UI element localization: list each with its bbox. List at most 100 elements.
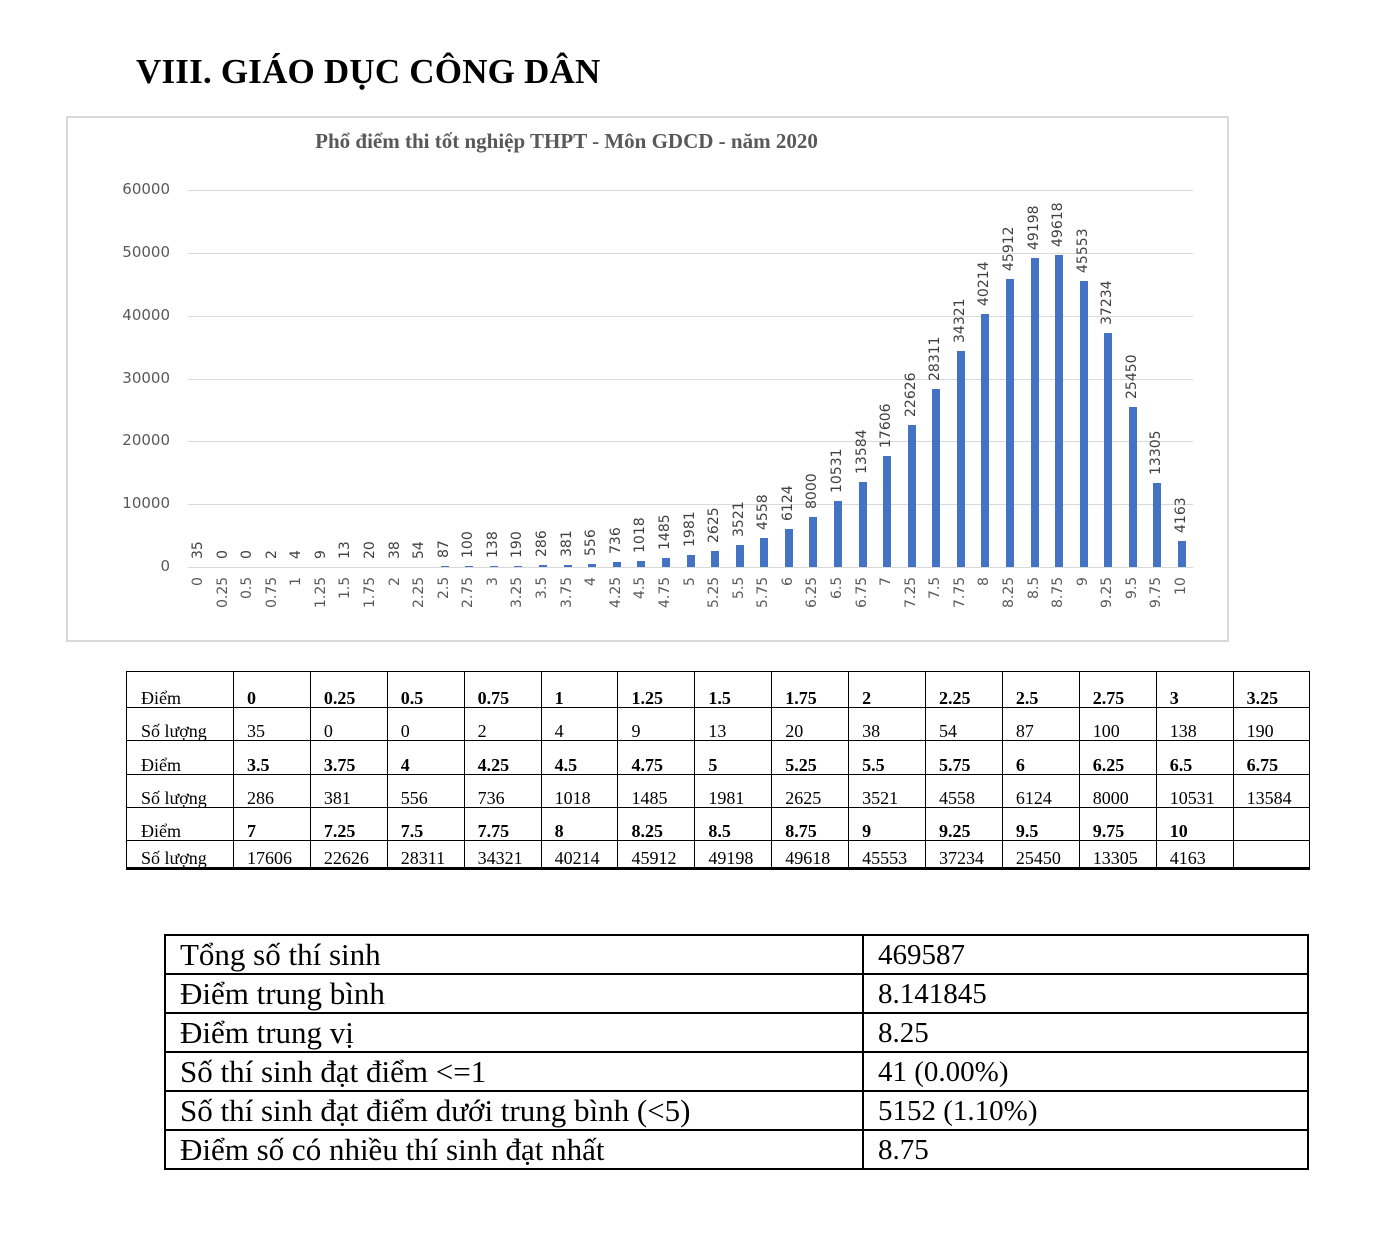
x-axis-tick-label: 1.75: [362, 576, 379, 608]
data-label: 4: [288, 550, 305, 559]
score-cell: 0.5: [386, 671, 465, 708]
x-axis-tick-label: 9.75: [1148, 576, 1165, 608]
score-cell: 9.75: [1078, 807, 1157, 841]
data-label: 736: [607, 527, 624, 555]
bar: [1055, 255, 1064, 567]
data-label: 381: [558, 529, 575, 557]
x-axis-tick-label: 1.5: [337, 576, 354, 599]
data-label: 45553: [1074, 228, 1091, 273]
count-cell: 6124: [1001, 774, 1080, 808]
score-cell: 1.25: [617, 671, 696, 708]
bar: [956, 351, 965, 567]
data-label: 20: [362, 541, 379, 559]
y-axis-tick-label: 20000: [122, 431, 170, 450]
bar: [858, 481, 867, 567]
summary-label: Điểm số có nhiều thí sinh đạt nhất: [164, 1129, 864, 1170]
data-label: 37234: [1099, 280, 1116, 326]
score-row: Điểm 3.5 3.75 4 4.25 4.5 4.75 5 5.25 5.5 5.75 6 6.25…: [126, 740, 1311, 775]
section-heading: VIII. GIÁO DỤC CÔNG DÂN: [136, 52, 601, 91]
count-cell: 4163: [1155, 840, 1234, 869]
score-cell: 2: [848, 671, 927, 708]
summary-label: Điểm trung vị: [164, 1012, 864, 1053]
x-axis-tick-label: 8.75: [1050, 576, 1067, 608]
data-label: 40214: [976, 261, 993, 307]
data-label: 13: [337, 541, 354, 559]
score-cell: 0.25: [309, 671, 388, 708]
x-axis-tick-label: 0.25: [214, 576, 231, 608]
summary-value: 469587: [862, 934, 1309, 975]
data-label: 28311: [927, 336, 944, 382]
count-row: Số lượng 286 381 556 736 1018 1485 1981 2625 3521…: [126, 774, 1311, 808]
summary-label: Điểm trung bình: [164, 973, 864, 1014]
bar: [612, 562, 621, 567]
bar: [661, 557, 670, 567]
count-row: Số lượng 35 0 0 2 4 9 13 20 38 54 87 100 138 190: [126, 707, 1311, 741]
bar: [440, 566, 449, 568]
count-cell: 2: [463, 707, 542, 741]
y-axis-tick-label: 10000: [122, 494, 170, 513]
count-cell: 45912: [617, 840, 696, 869]
count-cell: 22626: [309, 840, 388, 869]
x-axis-tick-label: 7: [878, 577, 895, 586]
summary-value: 8.141845: [862, 973, 1309, 1014]
data-label: 49198: [1025, 205, 1042, 250]
count-cell: 40214: [540, 840, 619, 869]
data-label: 87: [435, 540, 452, 559]
x-axis-tick-label: 0: [190, 577, 206, 586]
chart-title: Phổ điểm thi tốt nghiệp THPT - Môn GDCD …: [0, 129, 1163, 154]
gridline: [188, 441, 1193, 443]
count-cell: [1232, 840, 1311, 869]
count-cell: 35: [233, 707, 311, 741]
x-axis-tick-label: 3.25: [509, 576, 526, 608]
bar: [784, 528, 793, 567]
count-cell: 100: [1078, 707, 1157, 741]
x-axis-tick-label: 6: [779, 577, 796, 586]
x-axis-tick-label: 4.75: [656, 576, 673, 608]
summary-label: Số thí sinh đạt điểm <=1: [164, 1051, 864, 1092]
score-cell: 6.25: [1078, 740, 1157, 775]
y-axis-tick-label: 40000: [122, 305, 170, 324]
data-label: 556: [583, 528, 600, 556]
data-label: 17606: [878, 403, 895, 449]
summary-value: 5152 (1.10%): [862, 1090, 1309, 1131]
score-cell: 4.25: [463, 740, 542, 775]
data-label: 190: [509, 531, 526, 558]
count-cell: 25450: [1001, 840, 1080, 869]
score-cell: 3.25: [1232, 671, 1311, 708]
count-cell: 49618: [771, 840, 850, 869]
x-axis-tick-label: 5.75: [755, 576, 772, 608]
score-cell: 6: [1001, 740, 1080, 775]
count-cell: 4558: [925, 774, 1003, 808]
score-cell: 2.25: [925, 671, 1003, 708]
y-axis-tick-label: 0: [160, 557, 170, 575]
bar: [637, 560, 646, 567]
bar: [1178, 540, 1186, 567]
summary-row: Tổng số thí sinh 469587: [164, 934, 1309, 975]
bar: [588, 563, 597, 567]
count-cell: 28311: [386, 840, 465, 869]
score-cell: 8: [540, 807, 619, 841]
bar: [735, 544, 744, 567]
bar: [833, 500, 842, 567]
count-cell: 736: [463, 774, 542, 808]
score-cell: 9: [848, 807, 927, 841]
count-cell: 10531: [1155, 774, 1234, 808]
row-header: Số lượng: [126, 840, 234, 869]
score-cell: 4.5: [540, 740, 619, 775]
count-cell: 13305: [1078, 840, 1157, 869]
score-cell: 1.5: [694, 671, 773, 708]
bar: [809, 516, 818, 567]
x-axis-tick-label: 9: [1074, 577, 1091, 586]
gridline: [188, 252, 1193, 254]
x-axis-tick-label: 5.25: [706, 576, 723, 608]
data-label: 4558: [755, 494, 772, 531]
bar: [711, 550, 720, 567]
data-label: 2625: [706, 506, 723, 543]
data-label: 3521: [730, 501, 747, 537]
data-label: 38: [386, 540, 403, 559]
data-label: 1485: [656, 514, 673, 550]
x-axis-tick-label: 2.75: [460, 576, 477, 608]
x-axis-tick-label: 3: [484, 577, 501, 586]
score-cell: 2.5: [1001, 671, 1080, 708]
x-axis-tick-label: 8.25: [1000, 576, 1017, 608]
